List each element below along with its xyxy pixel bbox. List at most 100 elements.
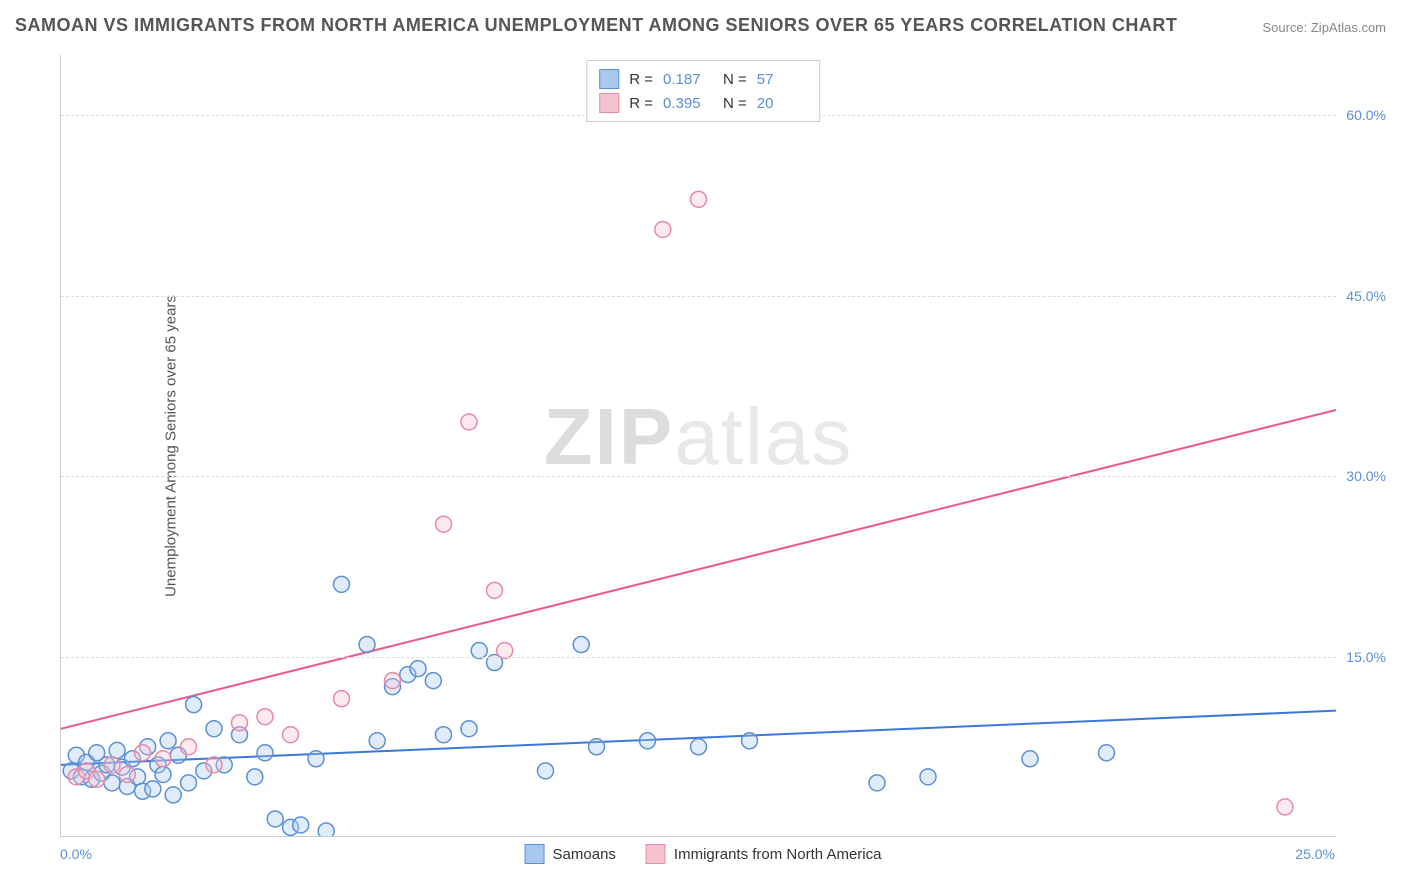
data-point-immigrants [385,673,401,689]
x-axis-line [60,836,1336,837]
data-point-immigrants [487,582,503,598]
legend-n-value: 57 [757,71,807,88]
legend-series-label: Samoans [553,846,616,863]
x-tick-label: 25.0% [1295,846,1335,862]
data-point-samoans [232,727,248,743]
data-point-immigrants [461,414,477,430]
legend-series-box: Samoans Immigrants from North America [525,844,882,864]
trend-line-immigrants [61,410,1336,729]
legend-swatch-immigrants [646,844,666,864]
x-tick-label: 0.0% [60,846,92,862]
data-point-samoans [247,769,263,785]
data-point-immigrants [79,763,95,779]
data-point-samoans [63,763,79,779]
data-point-samoans [206,721,222,737]
data-point-samoans [318,823,334,837]
data-point-immigrants [135,745,151,761]
data-point-samoans [334,576,350,592]
data-point-immigrants [436,516,452,532]
data-point-immigrants [232,715,248,731]
data-point-samoans [160,733,176,749]
data-point-samoans [165,787,181,803]
data-point-samoans [573,637,589,653]
legend-series-item: Immigrants from North America [646,844,882,864]
data-point-samoans [94,765,110,781]
data-point-samoans [186,697,202,713]
data-point-samoans [130,769,146,785]
data-point-samoans [1022,751,1038,767]
data-point-samoans [1099,745,1115,761]
data-point-samoans [293,817,309,833]
data-point-samoans [257,745,273,761]
legend-n-label: N = [723,71,747,88]
watermark: ZIPatlas [544,391,853,483]
data-point-samoans [135,783,151,799]
legend-correlation-box: R =0.187N =57R =0.395N =20 [586,60,820,122]
data-point-samoans [640,733,656,749]
data-point-samoans [145,781,161,797]
gridline [61,296,1336,297]
data-point-samoans [104,775,120,791]
source-attribution: Source: ZipAtlas.com [1262,20,1386,35]
data-point-immigrants [206,757,222,773]
data-point-samoans [124,751,140,767]
data-point-samoans [538,763,554,779]
chart-plot-area: ZIPatlas [60,55,1336,837]
data-point-samoans [89,745,105,761]
data-point-samoans [400,667,416,683]
data-point-immigrants [655,221,671,237]
y-tick-label: 45.0% [1346,288,1386,304]
data-point-samoans [150,757,166,773]
data-point-samoans [119,778,135,794]
data-point-samoans [283,819,299,835]
data-point-immigrants [155,751,171,767]
data-point-samoans [73,769,89,785]
chart-svg-layer [61,55,1336,837]
data-point-immigrants [1277,799,1293,815]
data-point-samoans [308,751,324,767]
y-tick-label: 15.0% [1346,649,1386,665]
legend-n-value: 20 [757,95,807,112]
data-point-samoans [425,673,441,689]
data-point-samoans [369,733,385,749]
data-point-samoans [691,739,707,755]
legend-swatch-samoans [525,844,545,864]
y-tick-label: 30.0% [1346,468,1386,484]
legend-swatch-immigrants [599,93,619,113]
data-point-samoans [68,747,84,763]
data-point-immigrants [334,691,350,707]
data-point-samoans [436,727,452,743]
data-point-samoans [181,775,197,791]
data-point-samoans [99,757,115,773]
data-point-samoans [109,742,125,758]
data-point-samoans [84,771,100,787]
legend-series-item: Samoans [525,844,616,864]
legend-r-value: 0.187 [663,71,713,88]
data-point-samoans [385,679,401,695]
data-point-immigrants [257,709,273,725]
data-point-immigrants [119,766,135,782]
data-point-samoans [461,721,477,737]
data-point-samoans [589,739,605,755]
gridline [61,476,1336,477]
data-point-immigrants [691,191,707,207]
legend-swatch-samoans [599,69,619,89]
trend-line-samoans [61,711,1336,765]
watermark-light: atlas [674,392,853,481]
y-tick-label: 60.0% [1346,107,1386,123]
data-point-samoans [196,763,212,779]
legend-r-value: 0.395 [663,95,713,112]
watermark-bold: ZIP [544,392,674,481]
data-point-samoans [359,637,375,653]
data-point-samoans [869,775,885,791]
data-point-immigrants [89,771,105,787]
chart-title: SAMOAN VS IMMIGRANTS FROM NORTH AMERICA … [15,15,1177,36]
data-point-immigrants [104,757,120,773]
legend-correlation-row: R =0.395N =20 [599,91,807,115]
data-point-samoans [140,739,156,755]
data-point-samoans [410,661,426,677]
legend-correlation-row: R =0.187N =57 [599,67,807,91]
data-point-immigrants [181,739,197,755]
data-point-samoans [742,733,758,749]
gridline [61,657,1336,658]
